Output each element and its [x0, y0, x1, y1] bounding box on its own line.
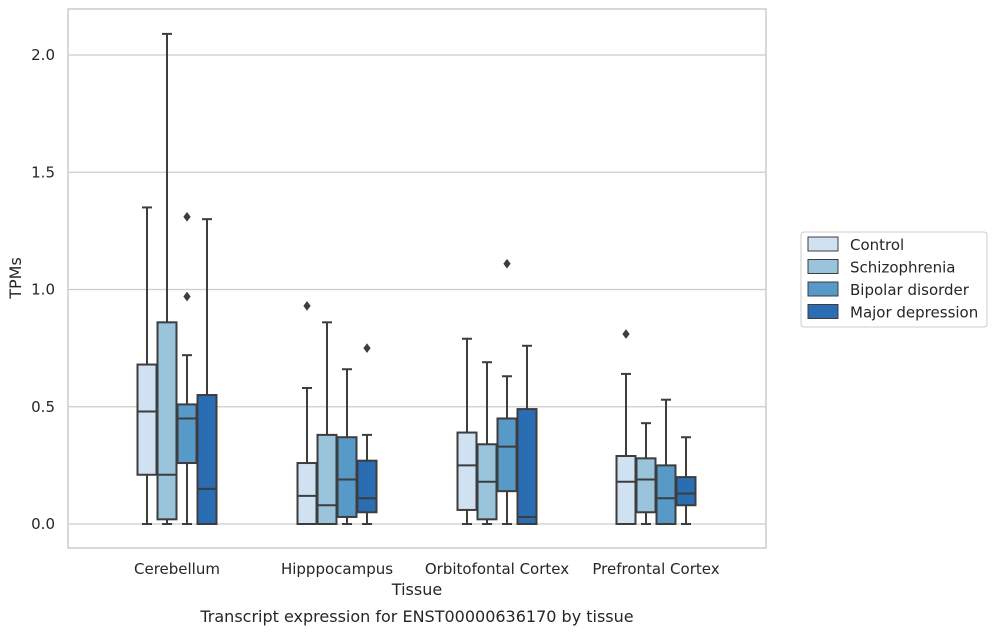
box-bipolar-disorder	[496, 258, 518, 525]
iqr-box	[356, 459, 378, 514]
box-bipolar-disorder	[336, 368, 358, 525]
y-tick-label: 1.5	[31, 163, 55, 181]
iqr-box	[316, 433, 338, 526]
legend-items: Control Schizophrenia Bipolar disorder Majo…	[807, 236, 978, 322]
box-series-group	[136, 32, 697, 526]
iqr-box	[635, 457, 657, 514]
legend-swatch	[807, 281, 839, 297]
y-axis-ticks: 0.0 0.5 1.0 1.5 2.0	[31, 46, 55, 533]
plot-area-frame	[67, 8, 767, 549]
box-major-depression	[196, 218, 218, 525]
chart-caption: Transcript expression for ENST0000063617…	[199, 607, 633, 626]
iqr-box	[176, 403, 198, 465]
outlier-marker	[183, 211, 191, 222]
iqr-box	[196, 394, 218, 525]
legend-swatch	[807, 259, 839, 274]
legend-label: Control	[850, 236, 904, 254]
box-bipolar-disorder	[176, 211, 198, 525]
y-tick-label: 0.0	[31, 515, 55, 533]
iqr-box	[615, 454, 637, 525]
iqr-box	[336, 436, 358, 518]
x-tick-label: Prefrontal Cortex	[592, 560, 719, 578]
legend-label: Bipolar disorder	[850, 281, 970, 299]
outlier-marker	[363, 343, 371, 354]
legend-label: Major depression	[850, 304, 978, 322]
iqr-box	[496, 417, 518, 493]
legend-frame	[800, 231, 988, 328]
box-control	[296, 300, 318, 525]
y-tick-label: 1.0	[31, 281, 55, 299]
box-major-depression	[675, 436, 697, 525]
iqr-box	[655, 464, 677, 525]
box-control	[136, 206, 158, 525]
iqr-box	[156, 321, 178, 521]
x-tick-label: Hipppocampus	[281, 560, 393, 578]
y-axis-label: TPMs	[6, 257, 25, 300]
box-control	[615, 329, 637, 525]
x-tick-label: Cerebellum	[134, 560, 220, 578]
legend-label: Schizophrenia	[850, 259, 955, 277]
box-schizophrenia	[635, 422, 657, 525]
x-tick-label: Orbitofontal Cortex	[425, 560, 569, 578]
x-axis-label: Tissue	[391, 580, 442, 599]
box-major-depression	[356, 343, 378, 525]
legend: Control Schizophrenia Bipolar disorder Majo…	[800, 231, 988, 328]
iqr-box	[675, 476, 697, 507]
box-schizophrenia	[156, 32, 178, 525]
outlier-marker	[183, 291, 191, 302]
box-major-depression	[516, 344, 538, 525]
outlier-marker	[303, 300, 311, 311]
iqr-box	[456, 431, 478, 511]
legend-swatch	[807, 304, 839, 319]
box-bipolar-disorder	[655, 398, 677, 525]
x-axis-ticks: Cerebellum Hipppocampus Orbitofontal Corte…	[134, 560, 720, 578]
y-tick-label: 0.5	[31, 398, 55, 416]
y-tick-label: 2.0	[31, 46, 55, 64]
box-control	[456, 337, 478, 525]
box-schizophrenia	[476, 361, 498, 525]
outlier-marker	[503, 258, 511, 269]
outlier-marker	[622, 329, 630, 339]
iqr-box	[516, 408, 538, 525]
iqr-box	[136, 363, 158, 476]
box-schizophrenia	[316, 321, 338, 526]
legend-swatch	[807, 236, 839, 252]
iqr-box	[296, 462, 318, 525]
